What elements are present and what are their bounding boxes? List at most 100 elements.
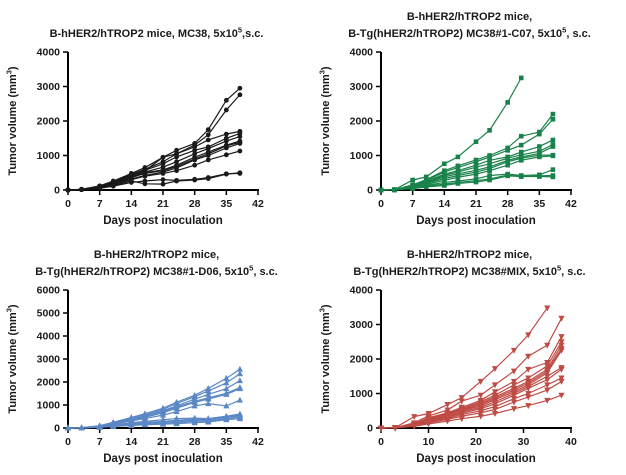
y-tick-label: 0 — [54, 185, 60, 197]
data-point-marker — [159, 411, 167, 418]
x-tick-label: 10 — [423, 436, 435, 448]
data-point-marker — [525, 366, 532, 373]
data-point-marker — [192, 147, 198, 153]
data-point-marker — [223, 385, 230, 392]
data-point-marker — [487, 173, 492, 178]
data-point-marker — [160, 177, 166, 183]
data-point-marker — [160, 154, 166, 160]
series-line — [67, 172, 240, 191]
series — [65, 92, 243, 193]
chart-title-line: B-Tg(hHER2/hTROP2) MC38#1-D06, 5x105, s.… — [35, 262, 278, 278]
data-point-marker — [223, 145, 229, 151]
data-point-marker — [160, 161, 166, 167]
series-line — [380, 155, 553, 191]
tumor-volume-chart: 0 1000 2000 3000 4000 5000 6000 0 7 14 21 28 35 42 Day… — [37, 285, 264, 466]
data-point-marker — [458, 395, 465, 402]
data-point-marker — [236, 415, 244, 422]
data-point-marker — [128, 180, 134, 185]
data-point-marker — [491, 411, 499, 417]
data-point-marker — [510, 406, 518, 413]
y-tick-label: 1000 — [350, 150, 374, 162]
x-tick-label: 28 — [189, 436, 201, 448]
data-point-marker — [223, 107, 229, 113]
y-tick-label: 1000 — [37, 400, 61, 412]
data-point-marker — [491, 389, 499, 396]
x-axis-label: Days post inoculation — [103, 453, 223, 465]
data-point-marker — [505, 145, 510, 151]
data-point-marker — [525, 332, 532, 339]
data-point-marker — [192, 157, 198, 163]
data-point-marker — [491, 366, 499, 373]
data-point-marker — [510, 396, 518, 403]
data-point-marker — [544, 397, 551, 404]
data-point-marker — [223, 171, 229, 177]
y-tick-label: 3000 — [350, 81, 374, 93]
data-point-marker — [444, 402, 451, 408]
data-point-marker — [550, 153, 556, 159]
data-point-marker — [192, 151, 198, 157]
data-point-marker — [558, 339, 565, 346]
data-point-marker — [65, 187, 71, 193]
data-point-marker — [518, 158, 524, 163]
data-point-marker — [110, 183, 116, 189]
data-point-marker — [205, 400, 212, 407]
data-point-marker — [174, 168, 179, 174]
chart-title-line: B-hHER2/hTROP2 mice, — [406, 249, 533, 261]
y-tick-label: 3000 — [350, 319, 374, 331]
tumor-volume-chart: 0 1000 2000 3000 4000 0 7 14 21 28 35 42 Days post i… — [37, 47, 264, 228]
data-point-marker — [174, 154, 179, 160]
data-point-marker — [473, 159, 479, 165]
data-point-marker — [544, 377, 551, 384]
data-point-marker — [558, 347, 565, 354]
chart-panel-mc38-1-d06: B-hHER2/hTROP2 mice, B-Tg(hHER2/hTROP2) M… — [0, 238, 313, 475]
data-point-marker — [550, 174, 556, 180]
x-tick-label: 35 — [220, 436, 232, 448]
data-point-marker — [223, 152, 229, 158]
data-point-marker — [505, 159, 510, 165]
data-point-marker — [223, 97, 229, 103]
data-point-marker — [550, 167, 556, 172]
data-point-marker — [223, 379, 230, 386]
data-point-marker — [141, 421, 149, 428]
chart-panel-mc38: B-hHER2/hTROP2 mice, MC38, 5x105,s.c. Tu… — [0, 0, 313, 238]
chart-title-line: B-hHER2/hTROP2 mice, — [406, 11, 533, 23]
series-line — [67, 130, 241, 191]
series — [65, 128, 243, 193]
data-point-marker — [558, 315, 565, 322]
data-point-marker — [425, 421, 432, 428]
data-point-marker — [510, 392, 518, 399]
x-tick-label: 0 — [65, 198, 71, 210]
x-tick-label: 7 — [97, 436, 103, 448]
y-tick-label: 1000 — [37, 150, 61, 162]
data-point-marker — [458, 398, 465, 405]
x-tick-label: 35 — [220, 198, 232, 210]
data-point-marker — [174, 159, 179, 165]
data-point-marker — [174, 177, 179, 183]
tumor-volume-chart: 0 1000 2000 3000 4000 0 10 20 30 40 Days post inoc… — [350, 285, 577, 466]
chart-title: B-hHER2/hTROP2 mice, B-Tg(hHER2/hTROP2) M… — [0, 238, 313, 280]
data-point-marker — [525, 403, 532, 409]
data-point-marker — [558, 392, 565, 399]
data-point-marker — [544, 370, 551, 377]
data-point-marker — [191, 402, 198, 409]
data-point-marker — [192, 176, 198, 182]
data-point-marker — [544, 305, 551, 312]
data-point-marker — [192, 162, 198, 168]
y-tick-label: 2000 — [350, 354, 374, 366]
data-point-marker — [205, 153, 211, 158]
data-point-marker — [550, 111, 556, 117]
data-point-marker — [473, 164, 479, 170]
x-tick-label: 30 — [518, 436, 530, 448]
x-tick-label: 0 — [65, 436, 71, 448]
data-point-marker — [525, 394, 532, 401]
data-point-marker — [455, 174, 461, 180]
series — [65, 148, 243, 193]
series-line — [380, 77, 522, 191]
data-point-marker — [97, 185, 103, 191]
data-point-marker — [510, 368, 518, 375]
data-point-marker — [411, 423, 418, 430]
data-point-marker — [537, 131, 542, 137]
data-point-marker — [160, 171, 166, 176]
y-tick-label: 5000 — [37, 308, 61, 320]
